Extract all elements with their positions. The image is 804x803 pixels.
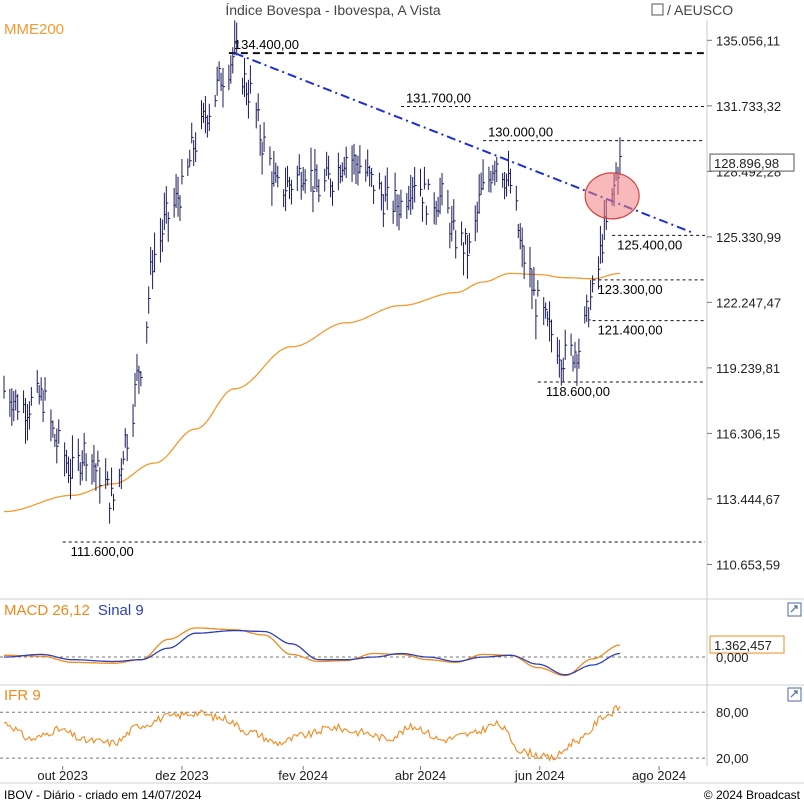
- level-label: 131.700,00: [406, 90, 471, 105]
- y-tick-label: 110.653,59: [716, 557, 780, 572]
- y-tick-label: 125.330,99: [716, 230, 781, 245]
- x-axis-labels: out 2023 dez 2023 fev 2024 abr 2024 jun 2024…: [37, 766, 686, 783]
- y-tick-label: 122.247,47: [716, 295, 781, 310]
- reference-lines: 134.400,00 131.700,00 130.000,00 125.400,00…: [0, 37, 705, 759]
- macd-label: MACD 26,12: [4, 602, 90, 619]
- ifr-tick-label: 20,00: [716, 751, 749, 766]
- y-tick-label: 116.306,15: [716, 426, 780, 441]
- last-value-label: 128.896,98: [714, 156, 779, 171]
- last-value-box: [709, 153, 795, 172]
- macd-line: [4, 627, 621, 677]
- signal-label: Sinal 9: [98, 602, 144, 619]
- macd-series: [3, 627, 621, 677]
- x-tick-label: jun 2024: [514, 768, 565, 783]
- macd-expand-button[interactable]: [787, 602, 802, 617]
- ifr-tick-label: 80,00: [716, 705, 749, 720]
- y-tick-label: 119.239,81: [716, 361, 780, 376]
- price-series: [3, 20, 622, 524]
- x-tick-label: dez 2023: [155, 768, 209, 783]
- level-label: 125.400,00: [617, 237, 682, 252]
- ma-legend: MME200: [4, 21, 64, 38]
- symbol-label: / AEUSCO: [667, 2, 733, 18]
- checkbox-icon[interactable]: [651, 3, 664, 16]
- level-label: 123.300,00: [598, 282, 663, 297]
- level-label: 121.400,00: [598, 323, 663, 338]
- ifr-expand-button[interactable]: [787, 687, 802, 702]
- level-label: 130.000,00: [488, 125, 553, 140]
- y-tick-label: 131.733,32: [716, 99, 781, 114]
- macd-zero-label: 0,000: [716, 650, 749, 665]
- ifr-line: [3, 704, 621, 762]
- chart-title: Índice Bovespa - Ibovespa, A Vista: [225, 2, 441, 18]
- trendline: [234, 52, 695, 235]
- ema200-line: [3, 272, 621, 513]
- ltb-trendline: [234, 52, 695, 235]
- highlight-circle: [584, 172, 640, 220]
- level-label: 118.600,00: [546, 384, 610, 399]
- x-tick-label: ago 2024: [632, 768, 686, 783]
- annotation: [584, 172, 640, 220]
- y-axis-labels: 135.056,11131.733,32128.492,28125.330,99…: [707, 33, 795, 766]
- macd-legend: MACD 26,12 Sinal 9: [4, 602, 144, 619]
- x-tick-label: out 2023: [37, 768, 88, 783]
- ema-series: [3, 272, 621, 513]
- x-tick-label: abr 2024: [395, 768, 446, 783]
- signal-line: [3, 629, 621, 676]
- footer-right: © 2024 Broadcast: [704, 788, 801, 802]
- level-label: 111.600,00: [71, 544, 134, 559]
- x-tick-label: fev 2024: [278, 768, 328, 783]
- ifr-series: [3, 704, 621, 762]
- macd-value-label: 1.362,457: [714, 638, 772, 653]
- ifr-legend: IFR 9: [4, 687, 41, 704]
- footer-left: IBOV - Diário - criado em 14/07/2024: [4, 788, 202, 802]
- macd-value-box: [709, 635, 785, 654]
- level-label: 134.400,00: [234, 37, 299, 52]
- y-tick-label: 113.444,67: [716, 492, 780, 507]
- y-tick-label: 135.056,11: [716, 33, 780, 48]
